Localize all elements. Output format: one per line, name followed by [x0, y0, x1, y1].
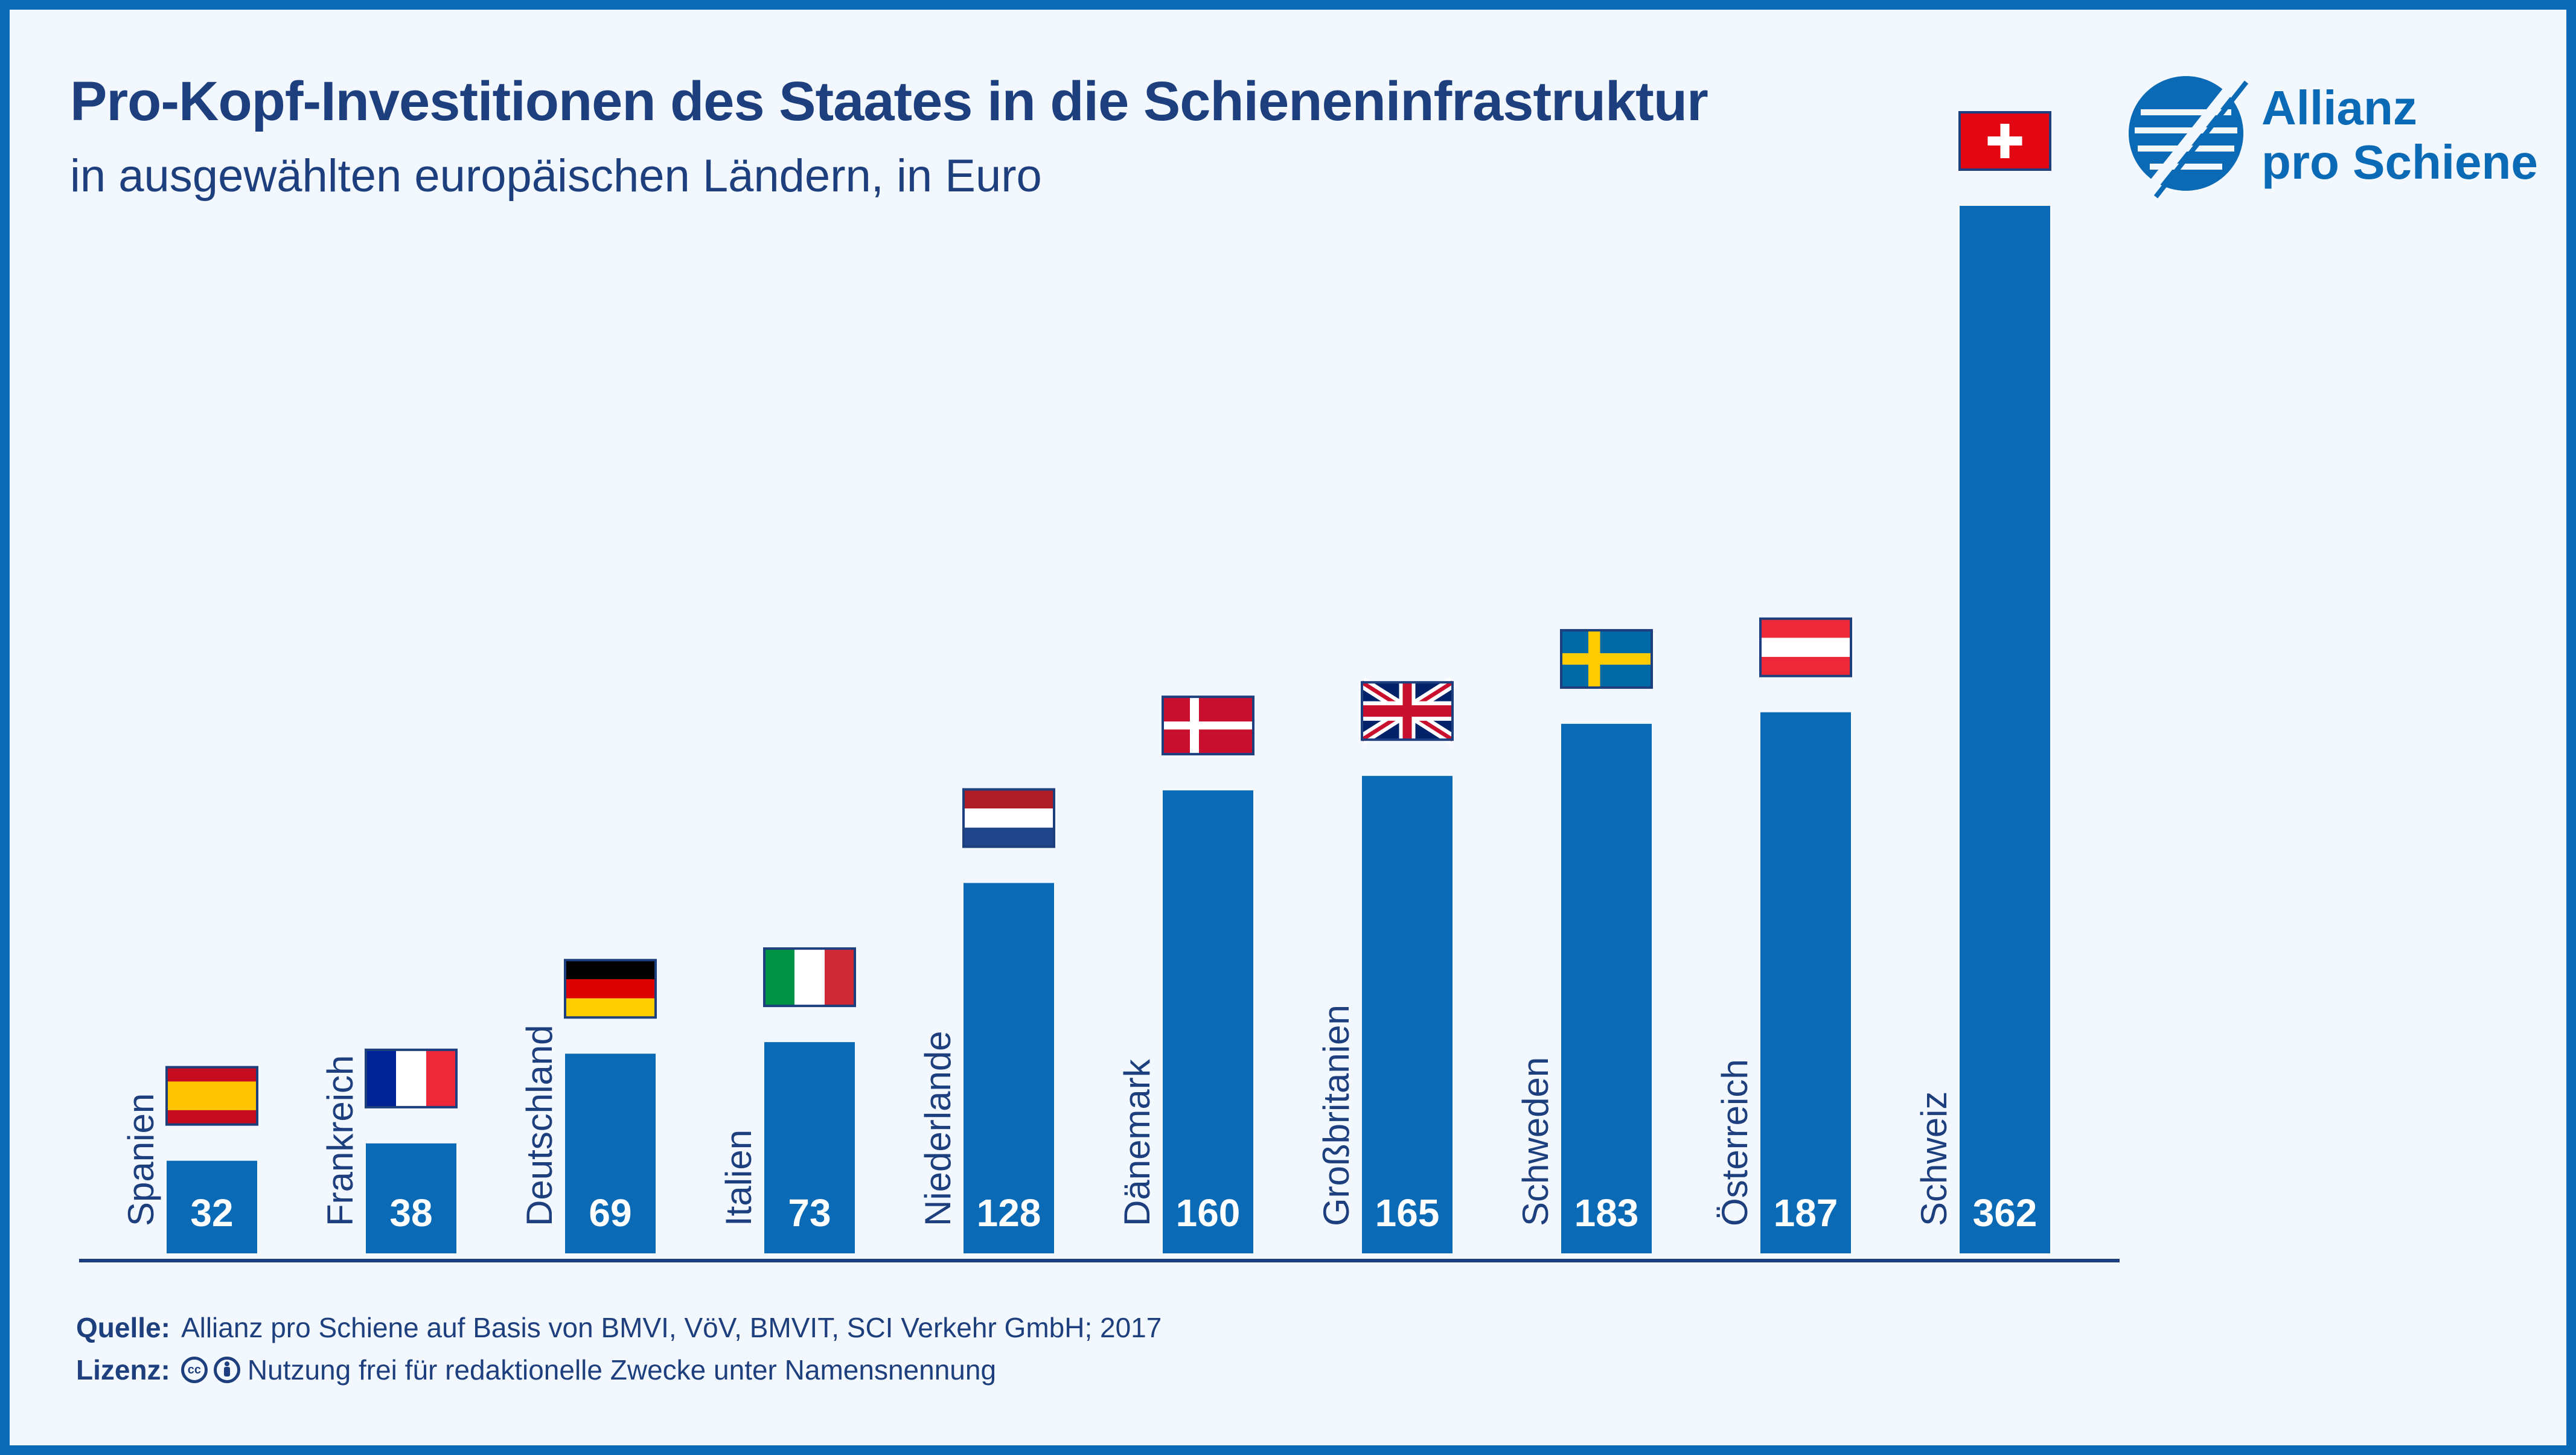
spain-flag-icon — [165, 1066, 258, 1126]
bar-chart: 32 Spanien 38 Frankreich 69 Deutschland 73 Ital… — [79, 111, 2120, 1262]
italy-flag-icon — [763, 947, 856, 1008]
bar-1 — [167, 1160, 257, 1253]
logo-line-1: Allianz — [2261, 81, 2417, 135]
category-label-2: Frankreich — [320, 1055, 360, 1226]
category-label-9: Österreich — [1715, 1059, 1755, 1226]
value-label-9: 187 — [1774, 1191, 1838, 1235]
germany-flag-icon — [564, 959, 657, 1019]
license-text: Nutzung frei für redaktionelle Zwecke un… — [247, 1354, 997, 1386]
value-label-7: 165 — [1375, 1191, 1440, 1235]
netherlands-flag-icon — [962, 788, 1055, 848]
switzerland-flag-icon — [1958, 111, 2051, 171]
category-label-6: Dänemark — [1117, 1058, 1157, 1226]
cc-icon: cc — [181, 1357, 208, 1383]
chart-title: Pro-Kopf-Investitionen des Staates in di… — [70, 71, 1708, 132]
value-label-5: 128 — [977, 1191, 1041, 1235]
austria-flag-icon — [1759, 617, 1852, 677]
category-label-8: Schweden — [1515, 1057, 1556, 1226]
category-label-4: Italien — [718, 1130, 759, 1226]
value-label-2: 38 — [389, 1191, 432, 1235]
category-label-1: Spanien — [121, 1093, 161, 1226]
value-label-4: 73 — [788, 1191, 831, 1235]
value-label-10: 362 — [1973, 1191, 2037, 1235]
value-label-8: 183 — [1574, 1191, 1639, 1235]
category-label-10: Schweiz — [1914, 1092, 1954, 1226]
uk-flag-icon — [1358, 677, 1456, 745]
source-label: Quelle: — [76, 1312, 170, 1343]
license-label: Lizenz: — [76, 1354, 170, 1386]
allianz-logo-text: Allianz pro Schiene — [2261, 81, 2538, 190]
bar-8 — [1561, 723, 1652, 1253]
allianz-logo-icon — [2129, 75, 2249, 200]
chart-subtitle: in ausgewählten europäischen Ländern, in… — [70, 150, 1042, 202]
bar-10 — [1960, 206, 2050, 1253]
footer: Quelle: Allianz pro Schiene auf Basis vo… — [76, 1306, 1162, 1391]
source-text: Allianz pro Schiene auf Basis von BMVI, … — [181, 1312, 1162, 1343]
bar-9 — [1760, 712, 1851, 1253]
category-label-7: Großbritanien — [1316, 1005, 1357, 1226]
bar-2 — [366, 1143, 456, 1253]
license-row: Lizenz: cc Nutzung frei für redaktionell… — [76, 1349, 1162, 1391]
logo-line-2: pro Schiene — [2261, 135, 2538, 189]
bar-6 — [1163, 790, 1253, 1253]
value-label-3: 69 — [589, 1191, 631, 1235]
category-label-5: Niederlande — [918, 1031, 958, 1226]
sweden-flag-icon — [1560, 628, 1653, 689]
bar-7 — [1362, 776, 1453, 1253]
bar-4 — [764, 1042, 855, 1253]
chart-frame: Pro-Kopf-Investitionen des Staates in di… — [10, 10, 2566, 1445]
by-person-icon — [213, 1357, 240, 1383]
value-label-6: 160 — [1176, 1191, 1241, 1235]
bar-5 — [964, 883, 1054, 1253]
bar-3 — [565, 1054, 656, 1253]
category-label-3: Deutschland — [519, 1025, 560, 1226]
denmark-flag-icon — [1162, 696, 1254, 756]
source-row: Quelle: Allianz pro Schiene auf Basis vo… — [76, 1306, 1162, 1349]
france-flag-icon — [365, 1048, 458, 1108]
value-label-1: 32 — [190, 1191, 233, 1235]
